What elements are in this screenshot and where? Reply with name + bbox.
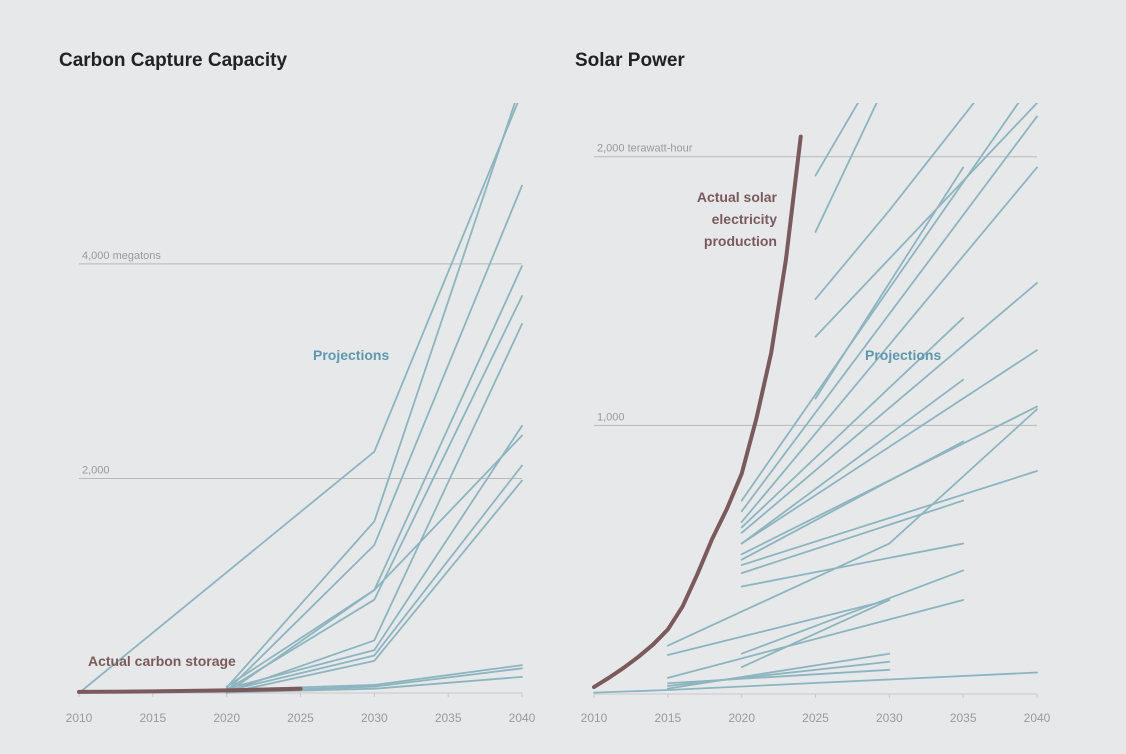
projection-line [666, 668, 891, 685]
y-tick-label: 1,000 [597, 411, 625, 423]
projection-line [225, 464, 523, 692]
projection-line [740, 317, 965, 529]
y-tick-label: 2,000 [82, 464, 110, 476]
projection-line [740, 166, 1038, 523]
projection-line [740, 115, 1038, 513]
y-tick-label: 2,000 terawatt-hour [597, 143, 693, 155]
projection-line [740, 440, 965, 561]
chart-title: Solar Power [575, 50, 685, 71]
x-tick-label: 2030 [361, 711, 388, 725]
x-tick-label: 2040 [509, 711, 536, 725]
x-tick-label: 2020 [728, 711, 755, 725]
x-tick-label: 2015 [654, 711, 681, 725]
series-label: Actual carbon storage [88, 653, 236, 669]
plot-area [592, 103, 1038, 694]
projection-line [666, 599, 891, 656]
plot-area [77, 103, 523, 694]
y-tick-label: 4,000 megatons [82, 250, 161, 262]
projection-line [814, 166, 965, 400]
x-tick-label: 2020 [213, 711, 240, 725]
series-label: Actual solar electricity production [696, 189, 777, 249]
projection-line [225, 103, 516, 689]
actual-line [77, 686, 303, 694]
chart-title: Carbon Capture Capacity [59, 50, 287, 71]
x-tick-label: 2010 [66, 711, 93, 725]
x-tick-label: 2015 [139, 711, 166, 725]
x-tick-label: 2035 [435, 711, 462, 725]
projection-line [814, 103, 1038, 338]
projection-line [225, 184, 523, 692]
projection-line [740, 499, 965, 575]
projection-line [666, 408, 1038, 647]
projection-line [740, 569, 965, 655]
x-tick-label: 2030 [876, 711, 903, 725]
projection-line [740, 542, 965, 588]
projection-line [740, 378, 965, 545]
projection-line [814, 103, 859, 177]
projection-line [78, 103, 519, 694]
projection-line [740, 103, 1020, 502]
projection-line [740, 282, 1038, 534]
projection-line [666, 660, 891, 687]
actual-line [592, 134, 803, 690]
x-tick-label: 2035 [950, 711, 977, 725]
projection-line [666, 599, 965, 679]
x-tick-label: 2025 [287, 711, 314, 725]
projection-line [814, 103, 878, 233]
annotation: Projections [313, 347, 389, 363]
projection-line [225, 434, 523, 694]
projection-line [225, 479, 523, 694]
projection-line [740, 349, 1038, 545]
x-tick-label: 2040 [1024, 711, 1051, 725]
projection-line [740, 470, 1038, 566]
projection-line [225, 265, 523, 688]
x-tick-label: 2025 [802, 711, 829, 725]
annotation: Projections [865, 347, 941, 363]
projection-line [593, 671, 1038, 694]
projection-line [740, 599, 891, 669]
x-tick-label: 2010 [581, 711, 608, 725]
projection-line [225, 424, 523, 690]
projection-line [225, 323, 523, 693]
projection-line [814, 103, 975, 301]
